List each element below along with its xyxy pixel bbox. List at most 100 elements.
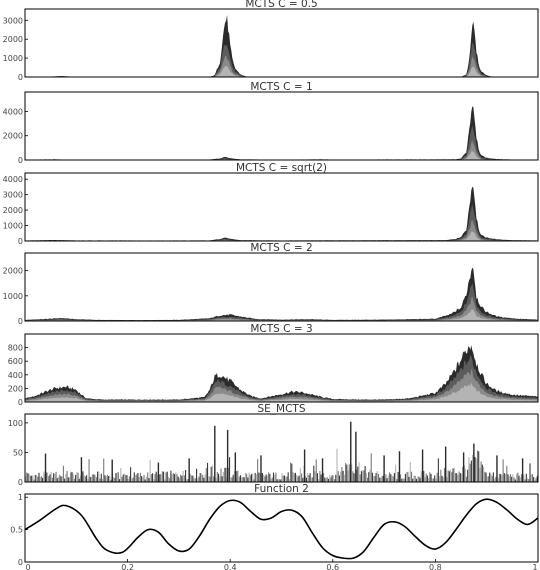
bar bbox=[407, 471, 409, 482]
panel-frame bbox=[24, 493, 539, 563]
spike-bar bbox=[350, 421, 352, 482]
area-layer-4 bbox=[25, 186, 538, 241]
bar bbox=[519, 477, 521, 482]
bar bbox=[244, 472, 246, 482]
bar bbox=[447, 470, 449, 482]
bar bbox=[105, 476, 107, 482]
bar bbox=[358, 462, 360, 482]
bar bbox=[61, 476, 63, 482]
y-tick-label: 50 bbox=[13, 448, 23, 457]
bar bbox=[93, 474, 95, 482]
y-tick-label: 0.5 bbox=[10, 526, 23, 535]
bar bbox=[199, 473, 201, 482]
bar bbox=[446, 477, 448, 482]
bar bbox=[189, 473, 191, 482]
bar bbox=[156, 474, 159, 482]
bar bbox=[203, 477, 205, 482]
bar bbox=[511, 476, 513, 482]
y-tick-label: 0 bbox=[18, 73, 23, 82]
bar bbox=[145, 476, 148, 482]
bar bbox=[309, 473, 311, 482]
bar bbox=[205, 467, 207, 482]
bar bbox=[238, 476, 240, 482]
bar bbox=[341, 467, 343, 482]
bar bbox=[170, 470, 172, 482]
bar bbox=[334, 479, 336, 482]
bar bbox=[231, 477, 233, 482]
bar bbox=[527, 478, 529, 482]
bar bbox=[503, 473, 505, 482]
bar bbox=[286, 476, 288, 482]
bar bbox=[243, 477, 245, 482]
bar bbox=[330, 477, 332, 482]
bar bbox=[413, 475, 415, 482]
bar bbox=[233, 470, 235, 482]
bar bbox=[123, 473, 126, 482]
bar bbox=[430, 473, 432, 482]
bar bbox=[320, 474, 322, 482]
bar bbox=[34, 475, 36, 482]
spike-bar bbox=[462, 452, 465, 482]
y-tick-label: 1000 bbox=[3, 54, 23, 63]
bar bbox=[261, 472, 264, 482]
bar bbox=[393, 473, 395, 482]
bar bbox=[337, 471, 339, 482]
bar bbox=[197, 478, 199, 482]
bar bbox=[326, 477, 328, 482]
bar bbox=[492, 472, 494, 482]
y-tick-label: 800 bbox=[8, 344, 23, 353]
bar bbox=[518, 475, 520, 482]
bar bbox=[163, 471, 165, 482]
bar bbox=[165, 472, 167, 482]
bar bbox=[217, 473, 220, 482]
bar bbox=[535, 477, 537, 482]
bar bbox=[248, 472, 250, 482]
bar bbox=[99, 478, 101, 482]
bar bbox=[100, 473, 102, 482]
bar bbox=[95, 477, 97, 482]
x-tick-label: 0 bbox=[25, 563, 30, 570]
bar bbox=[148, 478, 150, 482]
panel-title: MCTS C = 1 bbox=[250, 81, 312, 93]
x-tick-label: 0.4 bbox=[224, 563, 237, 570]
bar bbox=[82, 471, 84, 482]
bar bbox=[387, 475, 389, 482]
bar bbox=[239, 475, 242, 482]
panel-title: SE_MCTS bbox=[257, 403, 305, 415]
bar bbox=[437, 458, 439, 482]
bar bbox=[390, 474, 392, 482]
bar bbox=[160, 474, 162, 482]
area-layer-2 bbox=[25, 296, 538, 321]
bar bbox=[249, 475, 251, 482]
bar bbox=[528, 479, 530, 482]
bar bbox=[209, 476, 211, 482]
bar bbox=[180, 474, 182, 482]
spike-bar bbox=[226, 429, 229, 482]
bar bbox=[396, 479, 398, 482]
bar bbox=[520, 474, 522, 482]
bar bbox=[275, 472, 277, 482]
bar bbox=[533, 476, 535, 482]
bar bbox=[318, 478, 320, 482]
bar bbox=[241, 477, 243, 482]
bar bbox=[484, 471, 486, 482]
bar bbox=[25, 476, 27, 482]
bar bbox=[213, 476, 215, 482]
bar bbox=[298, 475, 300, 482]
bar bbox=[51, 477, 53, 482]
bar bbox=[464, 468, 466, 482]
bar bbox=[388, 472, 391, 482]
bar bbox=[342, 470, 344, 482]
bar bbox=[141, 476, 143, 482]
bar bbox=[116, 471, 118, 482]
bar bbox=[270, 478, 272, 482]
bar bbox=[56, 478, 58, 482]
bar bbox=[453, 467, 455, 482]
bar bbox=[369, 469, 371, 482]
y-tick-label: 4000 bbox=[3, 175, 23, 184]
bar bbox=[497, 477, 499, 482]
bar bbox=[362, 470, 364, 482]
bar bbox=[153, 479, 155, 482]
bar bbox=[280, 479, 282, 482]
bar bbox=[191, 475, 193, 482]
